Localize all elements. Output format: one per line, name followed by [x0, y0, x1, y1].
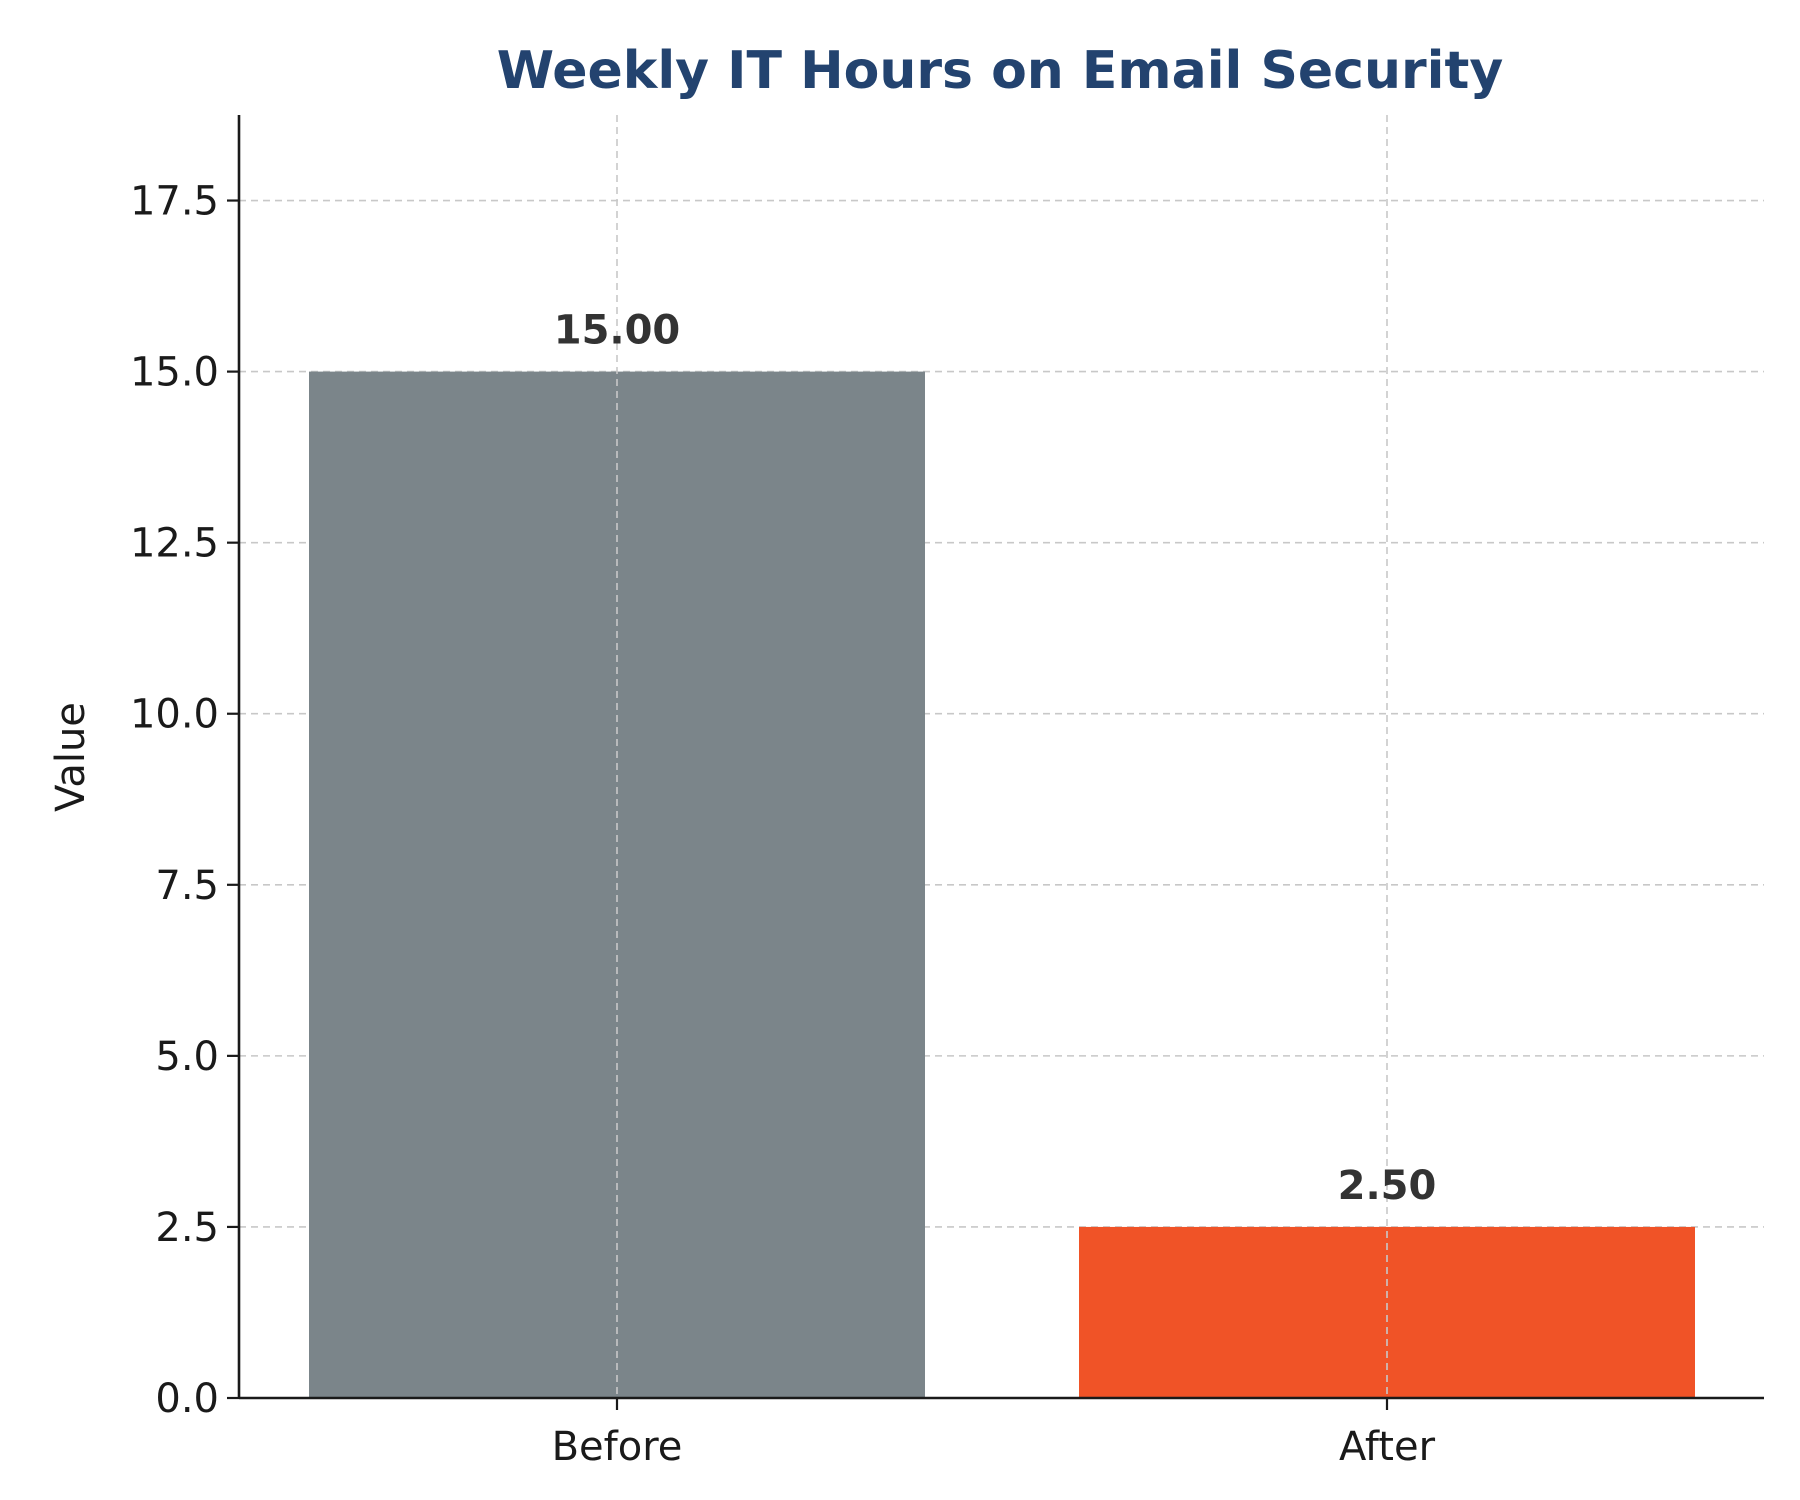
y-tick-label: 0.0 — [155, 1376, 219, 1422]
data-labels: 15.00 2.50 — [554, 308, 1437, 1209]
axes: 0.0 2.5 5.0 7.5 10.0 12.5 15.0 17.5 Before After — [130, 115, 1764, 1470]
y-tick-label: 2.5 — [155, 1205, 219, 1251]
bar-after — [1079, 1226, 1695, 1398]
y-tick-label: 15.0 — [130, 350, 219, 396]
chart-title: Weekly IT Hours on Email Security — [497, 41, 1504, 101]
x-tick-label: Before — [552, 1424, 683, 1470]
y-tick-label: 7.5 — [155, 863, 219, 909]
y-tick-label: 5.0 — [155, 1034, 219, 1080]
y-tick-label: 10.0 — [130, 692, 219, 738]
y-axis-label: Value — [48, 702, 94, 812]
x-grid — [616, 115, 1388, 1398]
data-label: 15.00 — [554, 308, 681, 354]
x-tick-label: After — [1339, 1424, 1436, 1470]
y-tick-label: 12.5 — [130, 521, 219, 567]
data-label: 2.50 — [1338, 1163, 1437, 1209]
y-tick-label: 17.5 — [130, 179, 219, 225]
